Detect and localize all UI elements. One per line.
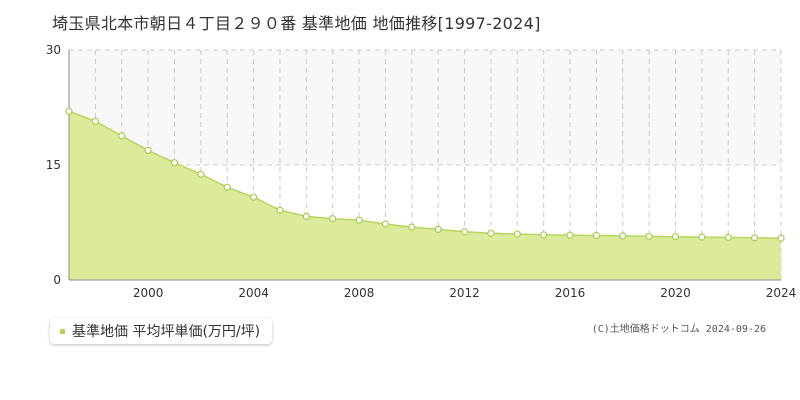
credit-text: (C)土地価格ドットコム 2024-09-26 xyxy=(591,324,766,335)
data-point xyxy=(91,117,100,125)
y-tick-label: 30 xyxy=(46,43,61,57)
x-tick-label: 2004 xyxy=(238,286,269,300)
data-point xyxy=(461,228,469,236)
x-tick-label: 2024 xyxy=(766,286,797,300)
data-point xyxy=(381,220,389,228)
data-point xyxy=(118,132,126,140)
data-point xyxy=(592,231,601,240)
data-point xyxy=(302,212,310,220)
x-tick-label: 2020 xyxy=(660,286,691,300)
series-area xyxy=(69,111,781,280)
data-point xyxy=(487,229,495,237)
data-point xyxy=(750,234,759,242)
data-point xyxy=(144,146,152,154)
x-tick-label: 2008 xyxy=(344,286,375,300)
data-point xyxy=(777,234,785,242)
x-tick-label: 2012 xyxy=(449,286,480,300)
data-point xyxy=(65,107,73,115)
data-point xyxy=(355,216,363,224)
data-point xyxy=(276,206,284,214)
data-point xyxy=(540,231,548,239)
data-point xyxy=(329,215,337,223)
data-point xyxy=(671,233,680,241)
data-point xyxy=(170,159,179,167)
plot-band xyxy=(69,50,781,165)
x-tick-label: 2016 xyxy=(555,286,586,300)
data-point xyxy=(434,225,442,233)
chart-title: 埼玉県北本市朝日４丁目２９０番 基準地価 地価推移[1997-2024] xyxy=(52,14,541,33)
y-tick-label: 0 xyxy=(53,273,61,287)
series-line xyxy=(68,110,782,239)
legend-swatch xyxy=(60,328,65,334)
y-tick-label: 15 xyxy=(46,158,61,172)
data-point xyxy=(197,170,205,178)
legend-label: 基準地価 平均坪単価(万円/坪) xyxy=(72,324,261,340)
data-point xyxy=(566,231,574,239)
data-point xyxy=(619,232,627,240)
x-tick-label: 2000 xyxy=(133,286,164,300)
data-point xyxy=(513,230,521,238)
data-point xyxy=(223,183,231,191)
data-point xyxy=(645,232,653,240)
data-point xyxy=(698,233,706,241)
data-point xyxy=(408,223,416,231)
data-point xyxy=(724,233,732,241)
legend: 基準地価 平均坪単価(万円/坪) xyxy=(50,318,273,344)
data-point xyxy=(250,193,258,201)
